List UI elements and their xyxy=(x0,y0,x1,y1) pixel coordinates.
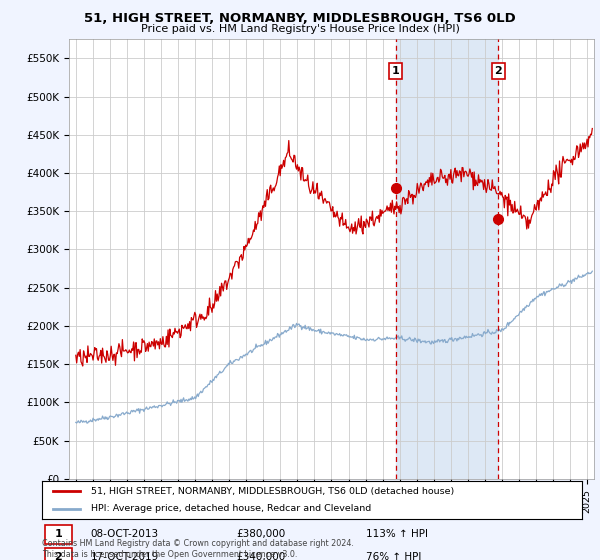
Text: HPI: Average price, detached house, Redcar and Cleveland: HPI: Average price, detached house, Redc… xyxy=(91,505,371,514)
Text: 76% ↑ HPI: 76% ↑ HPI xyxy=(366,552,421,560)
Text: £340,000: £340,000 xyxy=(236,552,286,560)
Text: 51, HIGH STREET, NORMANBY, MIDDLESBROUGH, TS6 0LD: 51, HIGH STREET, NORMANBY, MIDDLESBROUGH… xyxy=(84,12,516,25)
Text: 08-OCT-2013: 08-OCT-2013 xyxy=(91,529,159,539)
Text: 1: 1 xyxy=(392,66,400,76)
Text: Contains HM Land Registry data © Crown copyright and database right 2024.
This d: Contains HM Land Registry data © Crown c… xyxy=(42,539,354,559)
Text: 1: 1 xyxy=(55,529,62,539)
Text: 51, HIGH STREET, NORMANBY, MIDDLESBROUGH, TS6 0LD (detached house): 51, HIGH STREET, NORMANBY, MIDDLESBROUGH… xyxy=(91,487,454,496)
Text: 113% ↑ HPI: 113% ↑ HPI xyxy=(366,529,428,539)
Bar xyxy=(396,39,499,479)
FancyBboxPatch shape xyxy=(45,525,72,544)
Text: £380,000: £380,000 xyxy=(236,529,286,539)
Text: 2: 2 xyxy=(494,66,502,76)
Text: 2: 2 xyxy=(55,552,62,560)
Text: 17-OCT-2019: 17-OCT-2019 xyxy=(91,552,159,560)
Text: Price paid vs. HM Land Registry's House Price Index (HPI): Price paid vs. HM Land Registry's House … xyxy=(140,24,460,34)
FancyBboxPatch shape xyxy=(45,548,72,560)
